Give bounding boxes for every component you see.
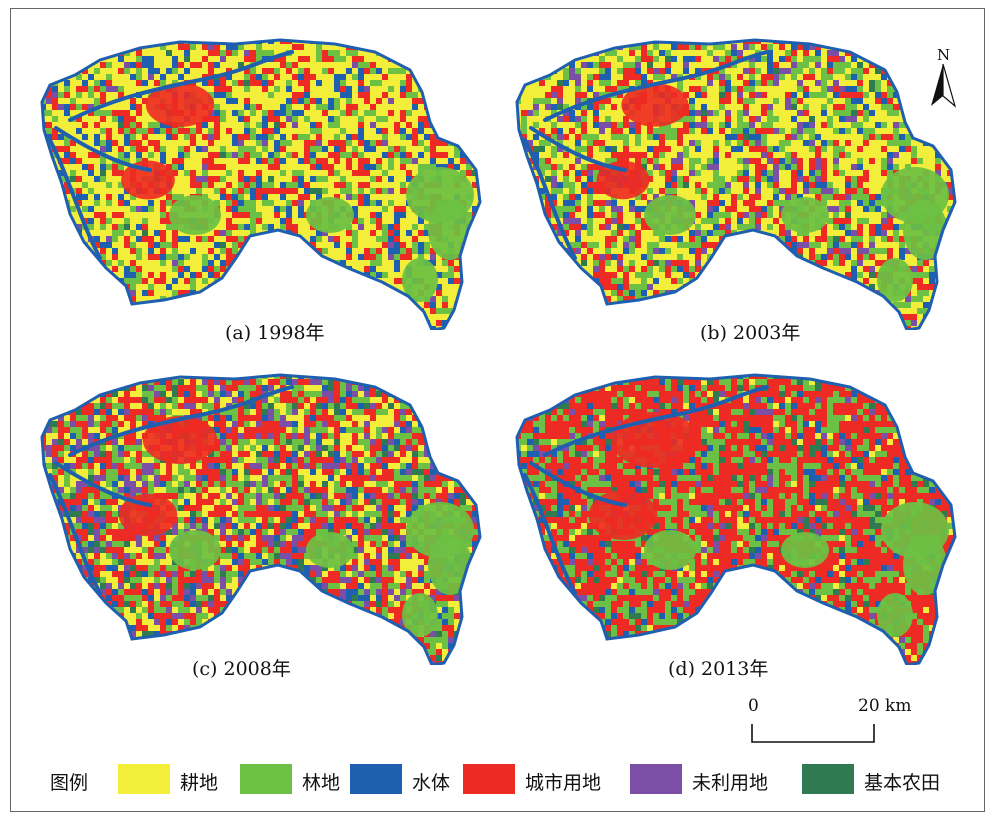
legend-swatch-basic-farmland (802, 764, 854, 794)
caption-2003: (b) 2003年 (700, 322, 801, 344)
legend-label-cultivated: 耕地 (180, 772, 219, 794)
caption-1998: (a) 1998年 (225, 322, 325, 344)
map-panel-2013 (505, 365, 975, 695)
map-panel-1998 (30, 30, 500, 360)
land-use-cells (42, 375, 480, 665)
legend-title: 图例 (50, 772, 89, 794)
scale-start-label: 0 (748, 696, 759, 716)
land-use-cells (42, 40, 480, 330)
legend-swatch-forest (240, 764, 292, 794)
land-use-map-1998 (40, 38, 482, 330)
legend-swatch-urban (463, 764, 515, 794)
land-use-cells (517, 40, 955, 330)
legend-label-unused: 未利用地 (692, 772, 769, 794)
legend: 图例 耕地 林地 水体 城市用地 未利用地 基本农田 (50, 762, 960, 798)
legend-label-water: 水体 (412, 772, 451, 794)
legend-swatch-unused (630, 764, 682, 794)
land-use-map-2013 (515, 373, 957, 665)
land-use-map-2008 (40, 373, 482, 665)
land-use-cells (517, 375, 955, 665)
legend-swatch-water (350, 764, 402, 794)
legend-swatch-cultivated (118, 764, 170, 794)
legend-label-forest: 林地 (302, 772, 341, 794)
scale-bar-line (751, 724, 875, 743)
legend-label-urban: 城市用地 (525, 772, 602, 794)
land-use-map-2003 (515, 38, 957, 330)
scale-bar: 0 20 km (742, 696, 942, 750)
caption-2008: (c) 2008年 (192, 658, 291, 680)
scale-end-label: 20 km (858, 696, 912, 716)
caption-2013: (d) 2013年 (668, 658, 769, 680)
north-label: N (937, 46, 951, 64)
legend-label-basic-farmland: 基本农田 (864, 772, 941, 794)
map-panel-2008 (30, 365, 500, 695)
north-arrow: N (928, 46, 964, 112)
north-arrow-icon (931, 63, 957, 108)
map-panel-2003 (505, 30, 975, 360)
